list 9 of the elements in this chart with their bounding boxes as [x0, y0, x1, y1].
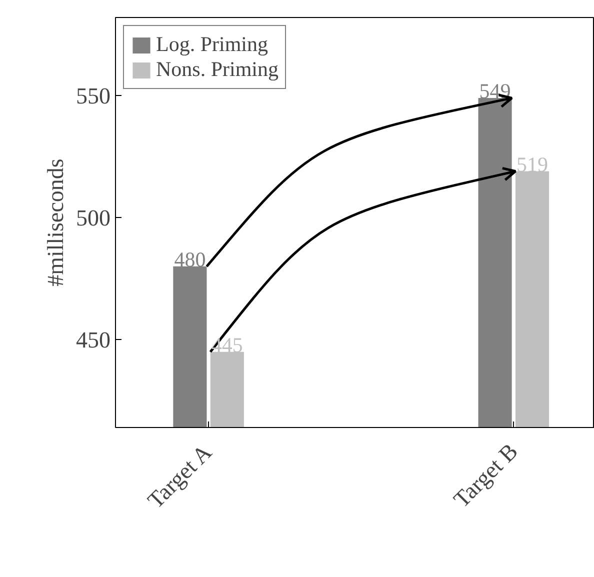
- y-tick-label: 450: [76, 328, 110, 353]
- data-label: 480: [174, 247, 206, 272]
- data-label: 549: [479, 79, 511, 104]
- legend-label: Nons. Priming: [156, 57, 279, 82]
- y-tick-label: 500: [76, 206, 110, 231]
- y-axis-title: #milliseconds: [43, 158, 68, 286]
- y-tick-label: 550: [76, 84, 110, 109]
- data-label: 519: [516, 152, 548, 176]
- legend-label: Log. Priming: [156, 32, 268, 57]
